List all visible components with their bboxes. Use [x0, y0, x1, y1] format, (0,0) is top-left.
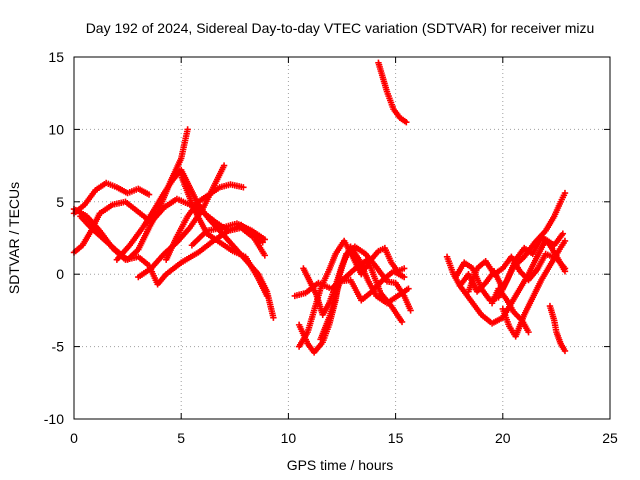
- data-point: [261, 236, 269, 243]
- x-tick-label: 20: [495, 430, 511, 446]
- data-point: [145, 191, 153, 198]
- tick-marks: [73, 56, 611, 420]
- grid-lines: [74, 57, 610, 419]
- data-point: [220, 162, 228, 169]
- data-point: [559, 230, 567, 237]
- data-point: [400, 273, 408, 281]
- series-track-18: [456, 230, 567, 327]
- y-tick-label: -10: [44, 411, 64, 427]
- y-tick-labels: -10 -5 0 5 10 15: [44, 49, 64, 427]
- data-point: [263, 292, 271, 300]
- y-tick-label: 0: [56, 266, 64, 282]
- data-point: [400, 265, 408, 272]
- x-tick-labels: 0 5 10 15 20 25: [70, 430, 618, 446]
- series-track-20: [499, 237, 569, 340]
- data-point: [561, 189, 569, 197]
- data-point: [525, 328, 532, 336]
- y-tick-label: 15: [48, 49, 64, 65]
- x-tick-label: 25: [602, 430, 618, 446]
- data-point: [261, 252, 269, 259]
- x-axis-label: GPS time / hours: [287, 457, 394, 473]
- data-point: [561, 265, 569, 272]
- data-point: [561, 237, 569, 245]
- x-tick-label: 15: [388, 430, 404, 446]
- data-points: [70, 59, 569, 356]
- data-point: [403, 118, 410, 126]
- y-tick-label: -5: [52, 339, 65, 355]
- series-track-13: [300, 243, 412, 318]
- series-track-9: [188, 220, 269, 249]
- data-point: [561, 347, 569, 355]
- series-track-7: [162, 181, 247, 263]
- series-track-8: [178, 172, 271, 300]
- series-track-17: [452, 233, 569, 304]
- x-tick-label: 0: [70, 430, 78, 446]
- x-tick-label: 5: [177, 430, 185, 446]
- series-track-14: [291, 256, 406, 326]
- series-track-12: [295, 237, 408, 350]
- y-tick-label: 10: [48, 121, 64, 137]
- y-tick-label: 5: [56, 194, 64, 210]
- chart-title: Day 192 of 2024, Sidereal Day-to-day VTE…: [86, 20, 595, 36]
- series-track-15: [317, 268, 408, 343]
- data-point: [240, 184, 247, 191]
- plot-frame: [73, 56, 611, 420]
- data-point: [398, 318, 406, 326]
- series-track-21: [465, 250, 569, 295]
- y-axis-label: SDTVAR / TECUs: [6, 182, 22, 294]
- data-point: [270, 314, 277, 321]
- series-track-22: [546, 302, 569, 355]
- data-point: [405, 285, 412, 292]
- series-track-10: [375, 59, 410, 126]
- data-point: [407, 307, 414, 314]
- x-tick-label: 10: [281, 430, 297, 446]
- data-point: [184, 126, 191, 133]
